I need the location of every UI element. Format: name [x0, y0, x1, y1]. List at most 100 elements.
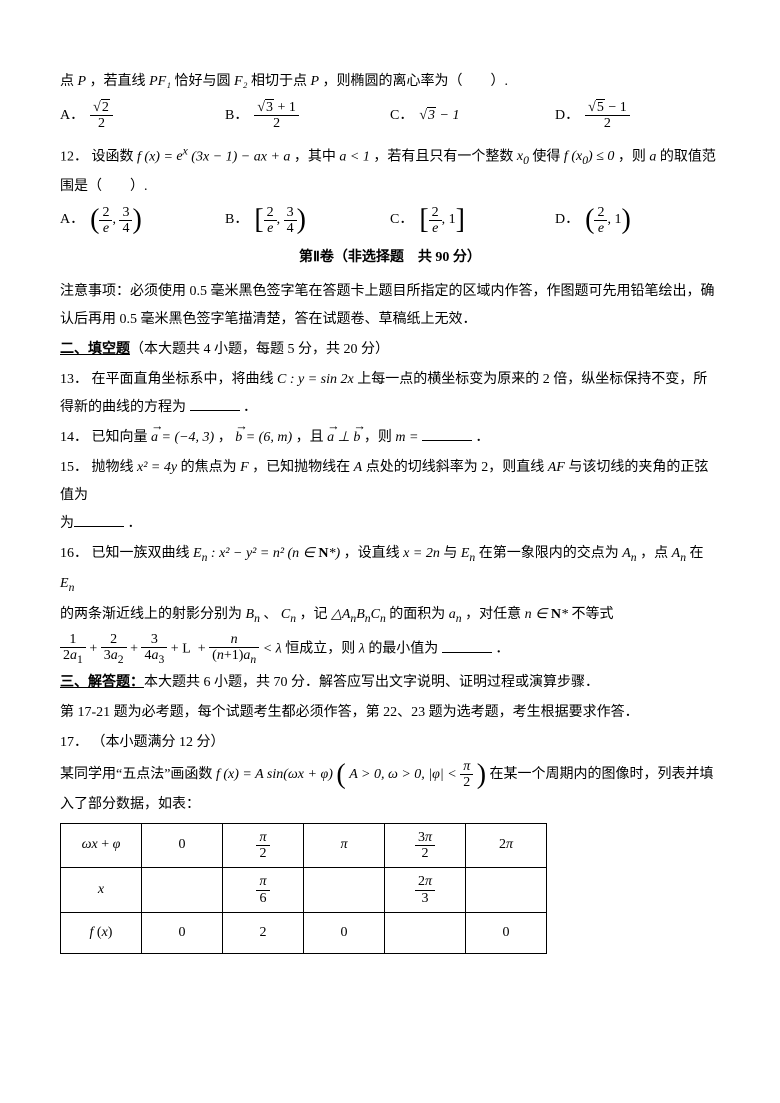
sec3-note: 第 17-21 题为必考题，每个试题考生都必须作答，第 22、23 题为选考题，…	[60, 699, 720, 727]
txt: 抛物线	[92, 460, 134, 475]
x-3: 2π3	[385, 868, 466, 913]
txt: ，点	[640, 546, 668, 561]
txt: 不等式	[571, 607, 613, 622]
q12-f: f (x) = ex (3x − 1) − ax + a	[137, 149, 290, 164]
q15-F: F	[240, 460, 249, 475]
q14: 14． 已知向量 a = (−4, 3) ， b = (6, m) ，且 a ⊥…	[60, 424, 720, 452]
txt: ，其中	[294, 149, 336, 164]
opt-label-D: D．	[555, 102, 579, 130]
th-3pi2: 3π2	[385, 823, 466, 868]
period: ．	[128, 516, 142, 531]
th-pi: π	[304, 823, 385, 868]
txt: ，若直线	[90, 74, 146, 89]
q16-inequality: 12a1 + 23a2 + 34a3 + L + n(n+1)an < λ 恒成…	[60, 632, 720, 667]
txt: 使得	[532, 149, 560, 164]
var-P: P	[78, 74, 87, 89]
fill-header-label: 二、填空题	[60, 342, 130, 357]
var-F2: F₂	[234, 74, 247, 89]
f-0: 0	[142, 913, 223, 954]
txt: ，则椭圆的离心率为（ ）.	[323, 74, 509, 89]
q16-tri: △AnBnCn	[331, 607, 386, 622]
q13-label: 13．	[60, 372, 88, 387]
q12-fx0: f (x0) ≤ 0	[564, 149, 614, 164]
q16-nN: n ∈ N*	[525, 607, 568, 622]
q12-cond: a < 1	[339, 149, 369, 164]
f-2: 0	[304, 913, 385, 954]
q15-para: x² = 4y	[137, 460, 177, 475]
txt: ，且	[296, 430, 324, 445]
q12-label: 12．	[60, 149, 88, 164]
q12-stem: 12． 设函数 f (x) = ex (3x − 1) − ax + a ，其中…	[60, 140, 720, 201]
txt: 某同学用“五点法”画函数	[60, 767, 212, 782]
q17-cond: A > 0, ω > 0, |φ| <	[349, 767, 460, 782]
period: ．	[475, 430, 489, 445]
var-P2: P	[310, 74, 319, 89]
notice: 注意事项：必须使用 0.5 毫米黑色签字笔在答题卡上题目所指定的区域内作答，作图…	[60, 278, 720, 334]
q15: 15． 抛物线 x² = 4y 的焦点为 F ，已知抛物线在 A 点处的切线斜率…	[60, 454, 720, 538]
txt: 恒成立，则	[285, 642, 355, 657]
q11-opt-D: D． √5 − 1 2	[555, 100, 720, 132]
q14-m: m =	[395, 430, 418, 445]
txt: 的面积为	[389, 607, 445, 622]
row-f-label: f (x)	[61, 913, 142, 954]
f-4: 0	[466, 913, 547, 954]
f-3	[385, 913, 466, 954]
th-0: 0	[142, 823, 223, 868]
q11-D-frac: √5 − 1 2	[585, 100, 630, 132]
q13-curve: C : y = sin 2x	[277, 372, 354, 387]
txt: 的最小值为	[368, 642, 438, 657]
opt-label-A: A．	[60, 206, 84, 234]
txt: 在	[690, 546, 704, 561]
table-row-x: x π6 2π3	[61, 868, 547, 913]
dot: 、	[263, 607, 277, 622]
q16-line2: 的两条渐近线上的射影分别为 Bn 、 Cn ，记 △AnBnCn 的面积为 an…	[60, 601, 720, 630]
q11-opt-A: A． √2 2	[60, 100, 225, 132]
opt-label-D: D．	[555, 206, 579, 234]
x-2	[304, 868, 385, 913]
x-0	[142, 868, 223, 913]
txt: 点处的切线斜率为 2，则直线	[366, 460, 545, 475]
q16-En2: En	[461, 546, 475, 561]
q17-head: 17． （本小题满分 12 分）	[60, 729, 720, 757]
q12-options: A． ( 2e, 34 ) B． [ 2e, 34 ) C． [ 2e, 1 ]…	[60, 205, 720, 237]
section2-title: 第Ⅱ卷（非选择题 共 90 分）	[60, 244, 720, 272]
q16-An: An	[622, 546, 636, 561]
q17-fx: f (x) = A sin(ωx + φ)	[216, 767, 333, 782]
q16-lambda: λ	[359, 642, 365, 657]
txt: ，设直线	[344, 546, 400, 561]
txt: 的两条渐近线上的射影分别为	[60, 607, 242, 622]
q11-A-frac: √2 2	[90, 100, 113, 132]
row-x-label: x	[61, 868, 142, 913]
q12-opt-A: A． ( 2e, 34 )	[60, 205, 225, 237]
q16-line1: 16． 已知一族双曲线 En : x² − y² = n² (n ∈ N*) ，…	[60, 540, 720, 598]
q17-stem: 某同学用“五点法”画函数 f (x) = A sin(ωx + φ) ( A >…	[60, 759, 720, 819]
opt-label-C: C．	[390, 206, 413, 234]
q11-C: √3 − 1	[419, 102, 459, 130]
opt-label-B: B．	[225, 206, 248, 234]
opt-label-C: C．	[390, 102, 413, 130]
q16-En3: En	[60, 576, 74, 591]
q17-table: ωx + φ 0 π2 π 3π2 2π x π6 2π3 f (x) 0 2 …	[60, 823, 547, 955]
comma: ，	[218, 430, 232, 445]
th-pi2: π2	[223, 823, 304, 868]
q12-opt-D: D． ( 2e, 1 )	[555, 205, 720, 237]
q12-opt-C: C． [ 2e, 1 ]	[390, 205, 555, 237]
txt: 设函数	[92, 149, 134, 164]
x-1: π6	[223, 868, 304, 913]
x-4	[466, 868, 547, 913]
var-PF1: PF₁	[149, 74, 171, 89]
q11-opt-C: C． √3 − 1	[390, 100, 555, 132]
opt-label-B: B．	[225, 102, 248, 130]
th-phase: ωx + φ	[61, 823, 142, 868]
q15-A: A	[354, 460, 363, 475]
txt: 的焦点为	[181, 460, 237, 475]
opt-label-A: A．	[60, 102, 84, 130]
q15-blank	[74, 512, 124, 527]
txt: 与	[443, 546, 457, 561]
q12-x0: x0	[517, 149, 529, 164]
txt: 已知一族双曲线	[92, 546, 190, 561]
q17-pts: （本小题满分 12 分）	[92, 735, 225, 750]
q14-label: 14．	[60, 430, 88, 445]
txt: ，则	[364, 430, 392, 445]
q16-En: En : x² − y² = n² (n ∈ N*)	[193, 546, 340, 561]
